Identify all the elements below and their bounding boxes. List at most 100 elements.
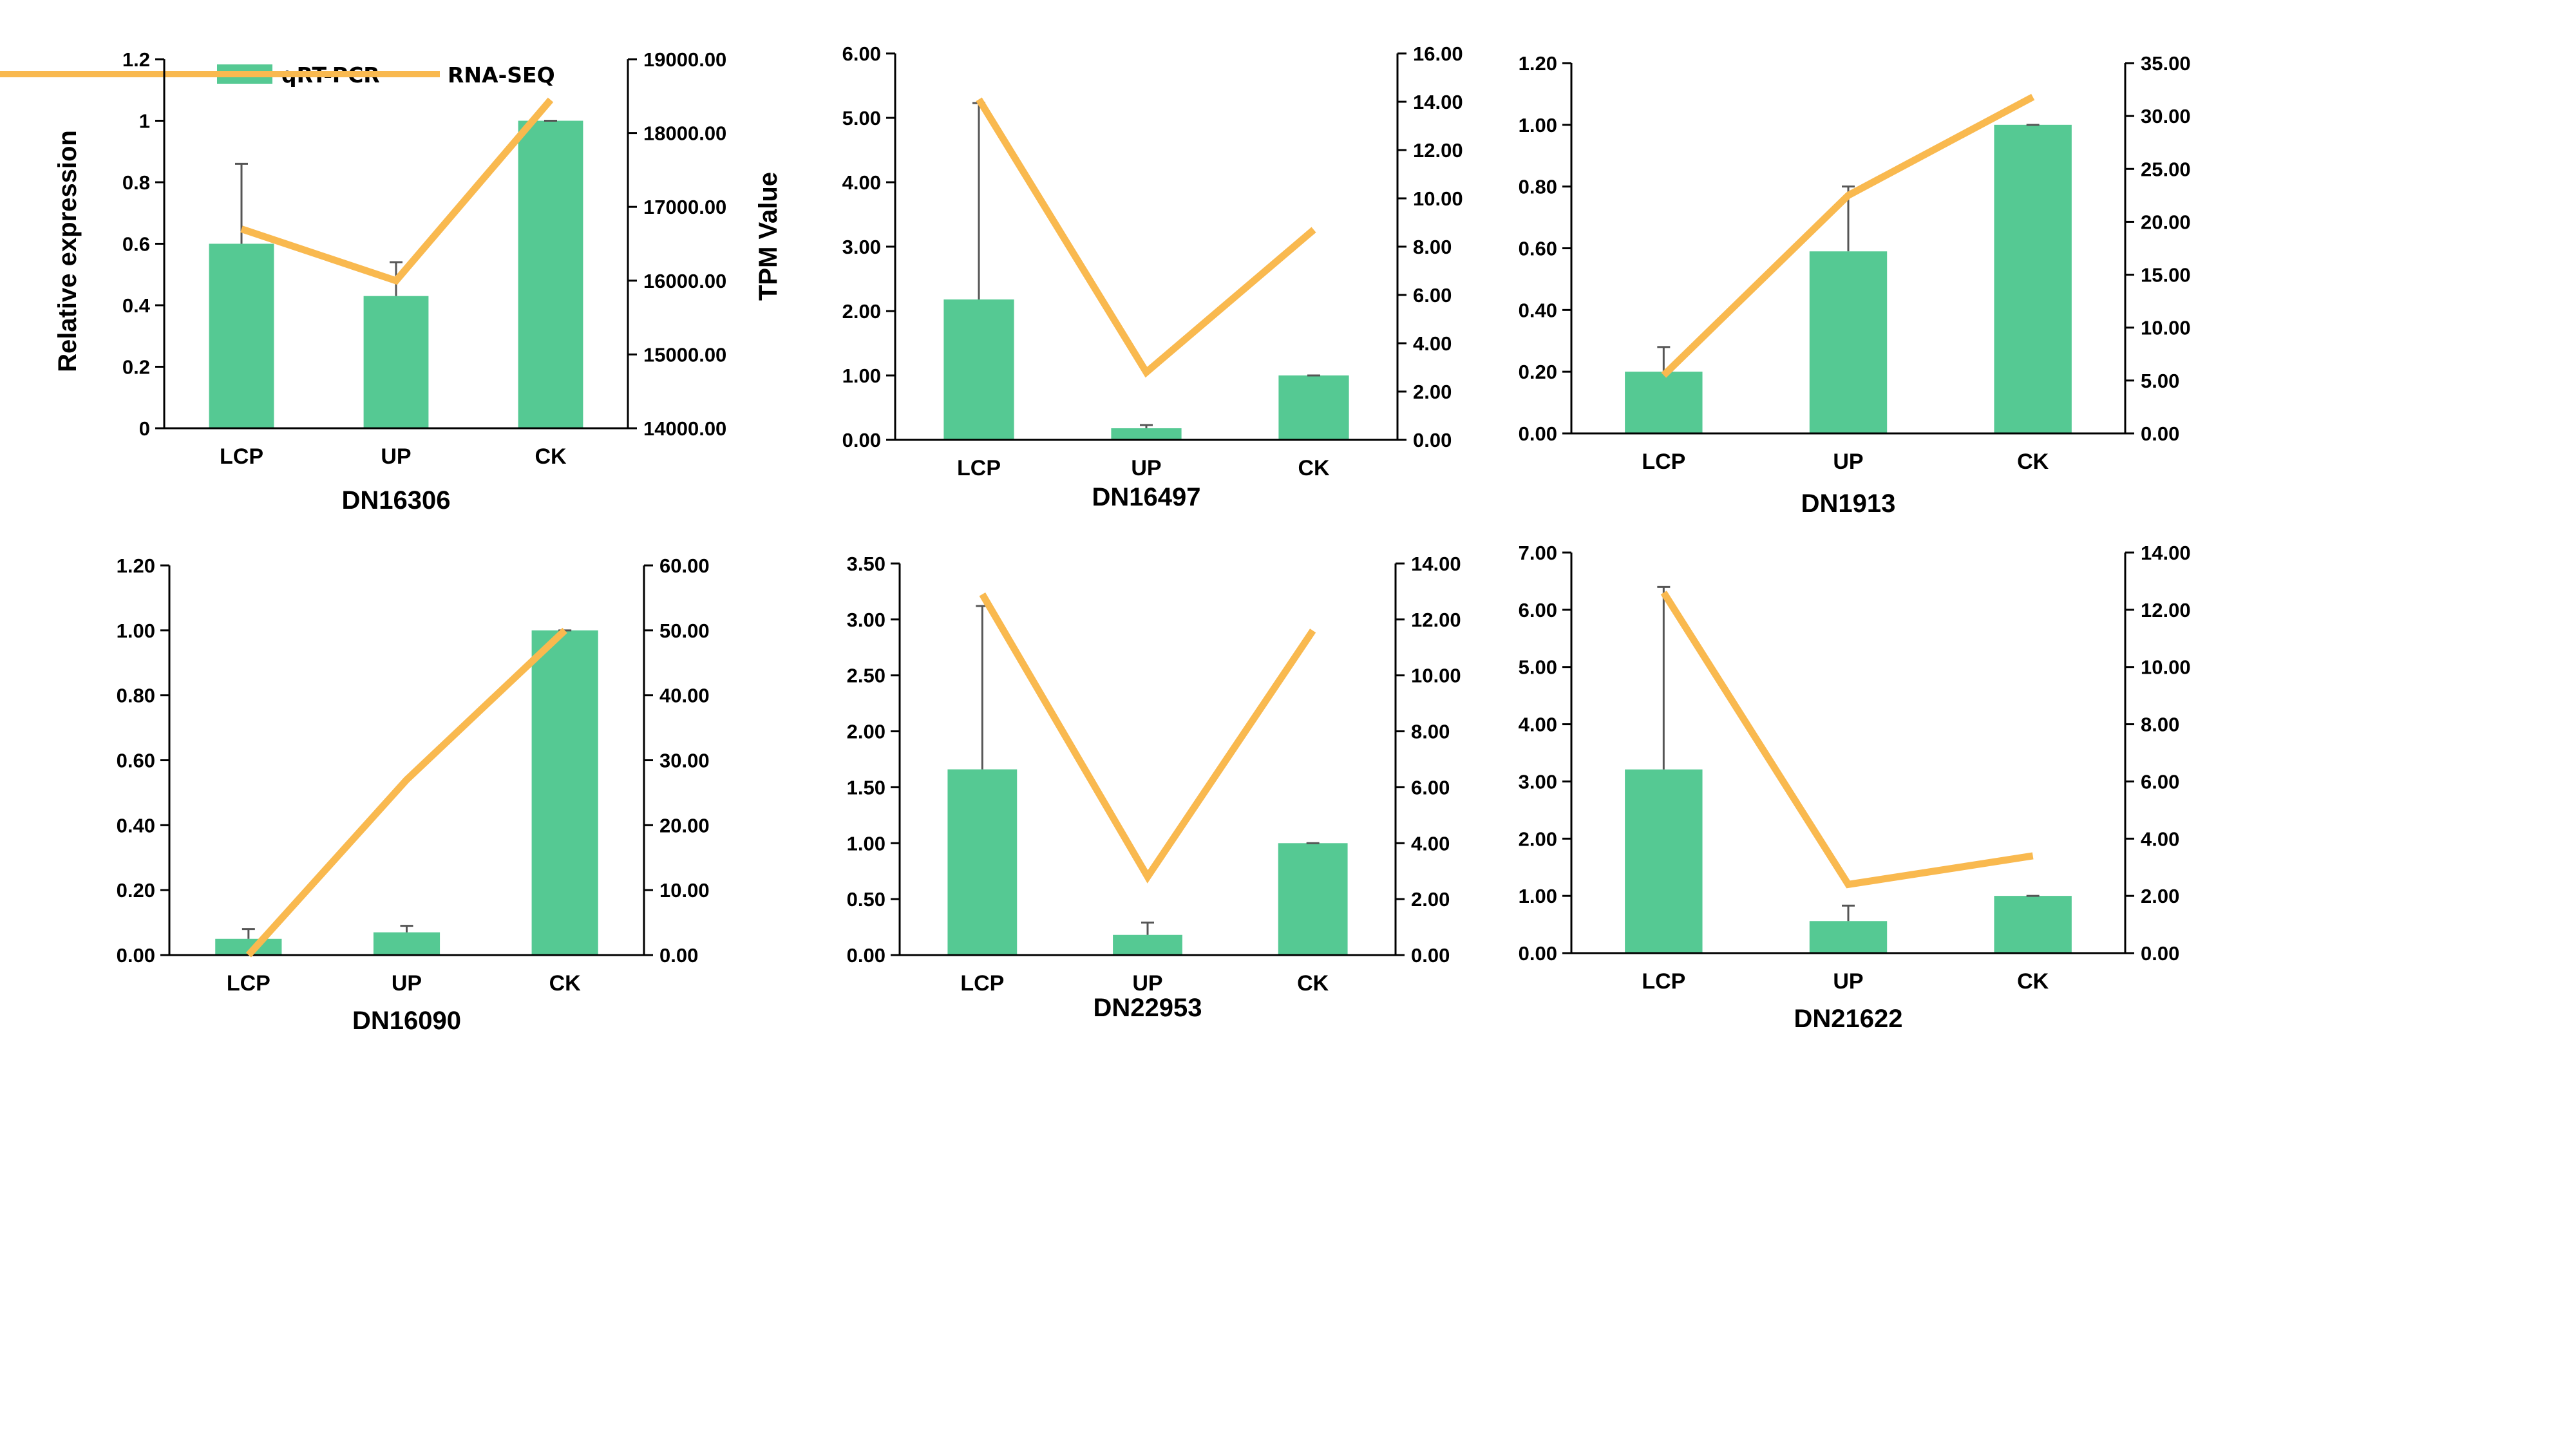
right-tick-label: 20.00 xyxy=(659,814,710,837)
left-tick-label: 0.20 xyxy=(117,879,155,902)
left-tick-label: 5.00 xyxy=(842,107,881,129)
right-tick-label: 6.00 xyxy=(1413,284,1452,307)
rna-seq-line xyxy=(979,592,1316,884)
right-tick-label: 15000.00 xyxy=(643,343,726,366)
gene-title: DN1913 xyxy=(1801,489,1896,518)
bar-lcp xyxy=(947,769,1018,955)
right-tick-label: 4.00 xyxy=(1413,332,1452,355)
left-tick-label: 2.00 xyxy=(1519,828,1557,850)
right-tick-label: 14.00 xyxy=(1413,91,1463,113)
bar-ck xyxy=(1278,843,1348,955)
right-tick-label: 16000.00 xyxy=(643,270,726,292)
right-tick-label: 0.00 xyxy=(1413,429,1452,451)
gene-title: DN16090 xyxy=(352,1007,461,1035)
left-tick-label: 0.60 xyxy=(1519,238,1557,260)
left-tick-label: 0.00 xyxy=(1519,942,1557,965)
left-tick-label: 7.00 xyxy=(1519,542,1557,564)
right-tick-label: 60.00 xyxy=(659,554,710,577)
bar-ck xyxy=(531,630,598,955)
left-tick-label: 1.00 xyxy=(842,365,881,387)
right-tick-label: 30.00 xyxy=(2141,105,2191,128)
category-label: LCP xyxy=(227,971,270,996)
left-tick-label: 3.00 xyxy=(1519,770,1557,793)
left-tick-label: 0.80 xyxy=(1519,176,1557,198)
left-tick-label: 0.80 xyxy=(117,685,155,707)
panels: 0 0.2 0.4 0.6 0.8 1 1.2 14000.00 15000.00 16000.0… xyxy=(117,43,2191,1035)
right-tick-label: 50.00 xyxy=(659,620,710,642)
right-tick-label: 12.00 xyxy=(2141,599,2191,621)
rna-seq-line xyxy=(240,97,554,285)
category-label: UP xyxy=(381,444,411,469)
right-tick-label: 8.00 xyxy=(1411,721,1450,743)
bar-ck xyxy=(1994,124,2072,434)
bar-lcp xyxy=(1625,372,1703,433)
right-tick-label: 30.00 xyxy=(659,750,710,772)
right-tick-label: 35.00 xyxy=(2141,52,2191,75)
category-label: CK xyxy=(1297,971,1329,996)
left-tick-label: 6.00 xyxy=(1519,599,1557,621)
right-tick-label: 0.00 xyxy=(1411,944,1450,967)
left-tick-label: 1.20 xyxy=(1519,52,1557,75)
bar-up xyxy=(1809,921,1888,953)
right-tick-label: 10.00 xyxy=(659,879,710,902)
category-label: LCP xyxy=(960,971,1004,996)
left-tick-label: 4.00 xyxy=(1519,714,1557,736)
rna-seq-line xyxy=(1660,591,2034,889)
right-tick-label: 18000.00 xyxy=(643,122,726,145)
left-tick-label: 6.00 xyxy=(842,43,881,65)
right-tick-label: 2.00 xyxy=(1413,381,1452,403)
left-tick-label: 0.4 xyxy=(122,294,151,317)
category-label: UP xyxy=(1833,450,1863,474)
right-tick-label: 14000.00 xyxy=(643,417,726,440)
right-tick-label: 0.00 xyxy=(2141,942,2179,965)
left-tick-label: 0.00 xyxy=(842,429,881,451)
gene-title: DN16497 xyxy=(1092,483,1200,511)
left-tick-label: 3.00 xyxy=(847,609,886,631)
bar-up xyxy=(1113,934,1182,955)
right-tick-label: 4.00 xyxy=(2141,828,2179,850)
left-tick-label: 0.20 xyxy=(1519,361,1557,383)
left-tick-label: 0.8 xyxy=(122,171,150,194)
category-label: LCP xyxy=(957,456,1001,480)
chart-panel-5: 0.00 0.50 1.00 1.50 2.00 2.50 3.00 3.50 0.00 2.00… xyxy=(847,553,1461,1022)
category-label: UP xyxy=(1131,456,1161,480)
left-tick-label: 0.40 xyxy=(117,814,155,837)
left-axis-label: Relative expression xyxy=(53,130,82,372)
bar-lcp xyxy=(1625,769,1703,953)
left-tick-label: 0.6 xyxy=(122,233,150,256)
bar-up xyxy=(1809,251,1888,433)
bar-up xyxy=(373,932,440,955)
left-tick-label: 3.50 xyxy=(847,553,886,575)
category-label: CK xyxy=(535,444,567,469)
left-tick-label: 0.60 xyxy=(117,750,155,772)
right-tick-label: 14.00 xyxy=(1411,553,1461,575)
right-tick-label: 5.00 xyxy=(2141,370,2179,392)
rna-seq-line xyxy=(976,97,1316,378)
left-tick-label: 2.00 xyxy=(847,721,886,743)
category-label: UP xyxy=(1132,971,1162,996)
left-tick-label: 1.00 xyxy=(117,620,155,642)
right-tick-label: 8.00 xyxy=(1413,236,1452,258)
right-tick-label: 40.00 xyxy=(659,685,710,707)
left-tick-label: 2.50 xyxy=(847,665,886,687)
right-axis-label: TPM Value xyxy=(754,172,782,301)
left-tick-label: 0.00 xyxy=(117,944,155,967)
left-tick-label: 4.00 xyxy=(842,171,881,194)
right-tick-label: 6.00 xyxy=(1411,776,1450,799)
right-tick-label: 2.00 xyxy=(2141,885,2179,907)
left-tick-label: 3.00 xyxy=(842,236,881,258)
left-tick-label: 1.00 xyxy=(847,832,886,855)
right-tick-label: 14.00 xyxy=(2141,542,2191,564)
right-tick-label: 10.00 xyxy=(2141,317,2191,339)
gene-title: DN16306 xyxy=(341,486,450,515)
right-tick-label: 10.00 xyxy=(2141,656,2191,679)
left-tick-label: 5.00 xyxy=(1519,656,1557,679)
left-tick-label: 1 xyxy=(139,110,150,133)
left-tick-label: 0.2 xyxy=(122,356,150,379)
gene-title: DN22953 xyxy=(1093,994,1202,1022)
chart-panel-4: 0.00 0.20 0.40 0.60 0.80 1.00 1.20 0.00 10.00 20.… xyxy=(117,554,710,1035)
rna-seq-line xyxy=(245,627,567,958)
chart-panel-3: 0.00 0.20 0.40 0.60 0.80 1.00 1.20 0.00 5.00 10.0… xyxy=(1519,52,2191,518)
category-label: CK xyxy=(1298,456,1330,480)
